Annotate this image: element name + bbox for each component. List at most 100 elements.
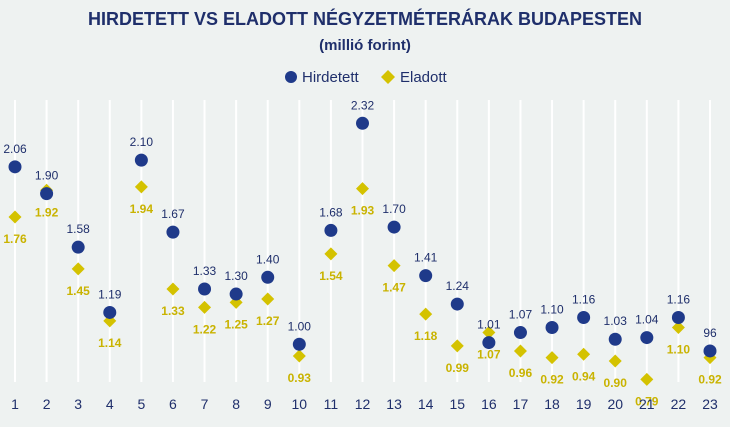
- x-axis: 1 2 3 4 5 6 7 8 9 10 11 12 13 14 15 16 17 18 19 20 21 22 23: [11, 396, 718, 412]
- eladott-point: [671, 321, 685, 335]
- hirdetett-data-label: 1.16: [572, 292, 596, 306]
- hirdetett-point: [261, 270, 275, 284]
- eladott-point: [134, 180, 148, 194]
- eladott-data-label: 1.45: [67, 284, 91, 298]
- eladott-point: [513, 344, 527, 358]
- chart-title: HIRDETETT VS ELADOTT NÉGYZETMÉTERÁRAK BU…: [88, 8, 642, 29]
- eladott-data-label: 1.10: [667, 343, 691, 357]
- x-tick-label: 8: [232, 396, 240, 412]
- eladott-data-label: 1.07: [477, 348, 501, 362]
- hirdetett-point: [640, 331, 654, 345]
- eladott-point: [450, 339, 464, 353]
- eladott-point: [324, 247, 338, 261]
- hirdetett-point: [577, 310, 591, 324]
- hirdetett-data-label: 2.32: [351, 98, 375, 112]
- hirdetett-data-label: 1.00: [288, 319, 312, 333]
- hirdetett-point: [166, 225, 180, 239]
- x-tick-label: 2: [43, 396, 51, 412]
- legend-marker-eladott: [381, 70, 395, 84]
- eladott-data-label: 0.90: [604, 376, 628, 390]
- eladott-data-label: 1.14: [98, 336, 122, 350]
- x-tick-label: 11: [324, 396, 339, 412]
- hirdetett-point: [134, 153, 148, 167]
- hirdetett-data-label: 1.01: [477, 318, 501, 332]
- eladott-data-label: 1.25: [224, 317, 248, 331]
- eladott-point: [640, 372, 654, 386]
- legend: Hirdetett Eladott: [285, 69, 448, 86]
- eladott-point: [482, 326, 496, 340]
- eladott-data-label: 0.94: [572, 369, 596, 383]
- hirdetett-data-label: 1.68: [319, 205, 343, 219]
- legend-label-eladott: Eladott: [400, 69, 448, 86]
- eladott-point: [419, 307, 433, 321]
- hirdetett-point: [419, 269, 433, 283]
- legend-marker-hirdetett: [285, 71, 297, 83]
- hirdetett-data-label: 2.10: [130, 135, 154, 149]
- x-tick-label: 14: [418, 396, 434, 412]
- x-tick-label: 17: [513, 396, 529, 412]
- data-labels: 2.06 1.90 1.58 1.19 2.10 1.67 1.33 1.30 1.40 1.00…: [3, 98, 722, 408]
- x-tick-label: 3: [74, 396, 82, 412]
- eladott-data-label: 1.54: [319, 269, 343, 283]
- hirdetett-data-label: 1.03: [604, 314, 628, 328]
- x-tick-label: 10: [292, 396, 308, 412]
- eladott-data-label: 1.27: [256, 314, 280, 328]
- eladott-data-label: 1.33: [161, 304, 185, 318]
- eladott-point: [608, 354, 622, 368]
- x-tick-label: 9: [264, 396, 272, 412]
- x-tick-label: 7: [201, 396, 209, 412]
- chart-subtitle: (millió forint): [319, 37, 411, 54]
- x-tick-label: 6: [169, 396, 177, 412]
- eladott-point: [387, 259, 401, 273]
- hirdetett-point: [671, 310, 685, 324]
- x-tick-label: 20: [607, 396, 623, 412]
- eladott-point: [356, 182, 369, 196]
- x-tick-label: 23: [702, 396, 718, 412]
- hirdetett-point: [8, 160, 22, 174]
- hirdetett-point: [356, 116, 369, 130]
- x-tick-label: 19: [576, 396, 592, 412]
- eladott-point: [166, 282, 180, 296]
- hirdetett-data-label: 1.16: [667, 292, 691, 306]
- hirdetett-data-label: 1.40: [256, 252, 280, 266]
- legend-label-hirdetett: Hirdetett: [302, 69, 360, 86]
- hirdetett-point: [103, 305, 117, 319]
- hirdetett-data-label: 1.10: [540, 303, 564, 317]
- eladott-point: [292, 349, 306, 363]
- gridlines: [14, 100, 711, 382]
- eladott-point: [198, 300, 212, 314]
- eladott-point: [545, 351, 559, 365]
- eladott-point: [577, 347, 591, 361]
- eladott-data-label: 1.76: [3, 232, 27, 246]
- hirdetett-data-label: 1.90: [35, 169, 59, 183]
- x-tick-label: 5: [137, 396, 145, 412]
- hirdetett-point: [292, 337, 306, 351]
- hirdetett-point: [40, 187, 54, 201]
- hirdetett-point: [71, 240, 85, 254]
- hirdetett-point: [387, 220, 401, 234]
- hirdetett-data-label: 1.41: [414, 251, 438, 265]
- eladott-data-label: 1.22: [193, 322, 217, 336]
- x-tick-label: 22: [671, 396, 687, 412]
- hirdetett-data-label: 1.67: [161, 207, 185, 221]
- eladott-data-label: 0.92: [698, 373, 722, 387]
- hirdetett-data-label: 1.19: [98, 287, 122, 301]
- hirdetett-point: [545, 321, 559, 335]
- hirdetett-data-label: 1.24: [446, 279, 470, 293]
- eladott-data-label: 0.99: [446, 361, 470, 375]
- hirdetett-point: [513, 326, 527, 340]
- eladott-data-label: 1.93: [351, 204, 375, 218]
- hirdetett-point: [198, 282, 212, 296]
- eladott-data-label: 1.47: [382, 281, 406, 295]
- eladott-data-label: 0.79: [635, 394, 659, 408]
- hirdetett-point: [229, 287, 243, 301]
- eladott-data-label: 1.94: [130, 202, 154, 216]
- eladott-point: [71, 262, 85, 276]
- hirdetett-data-label: 2.06: [3, 142, 27, 156]
- eladott-data-label: 0.92: [540, 373, 564, 387]
- eladott-point: [261, 292, 275, 306]
- plot-area: [8, 116, 717, 386]
- x-tick-label: 1: [11, 396, 19, 412]
